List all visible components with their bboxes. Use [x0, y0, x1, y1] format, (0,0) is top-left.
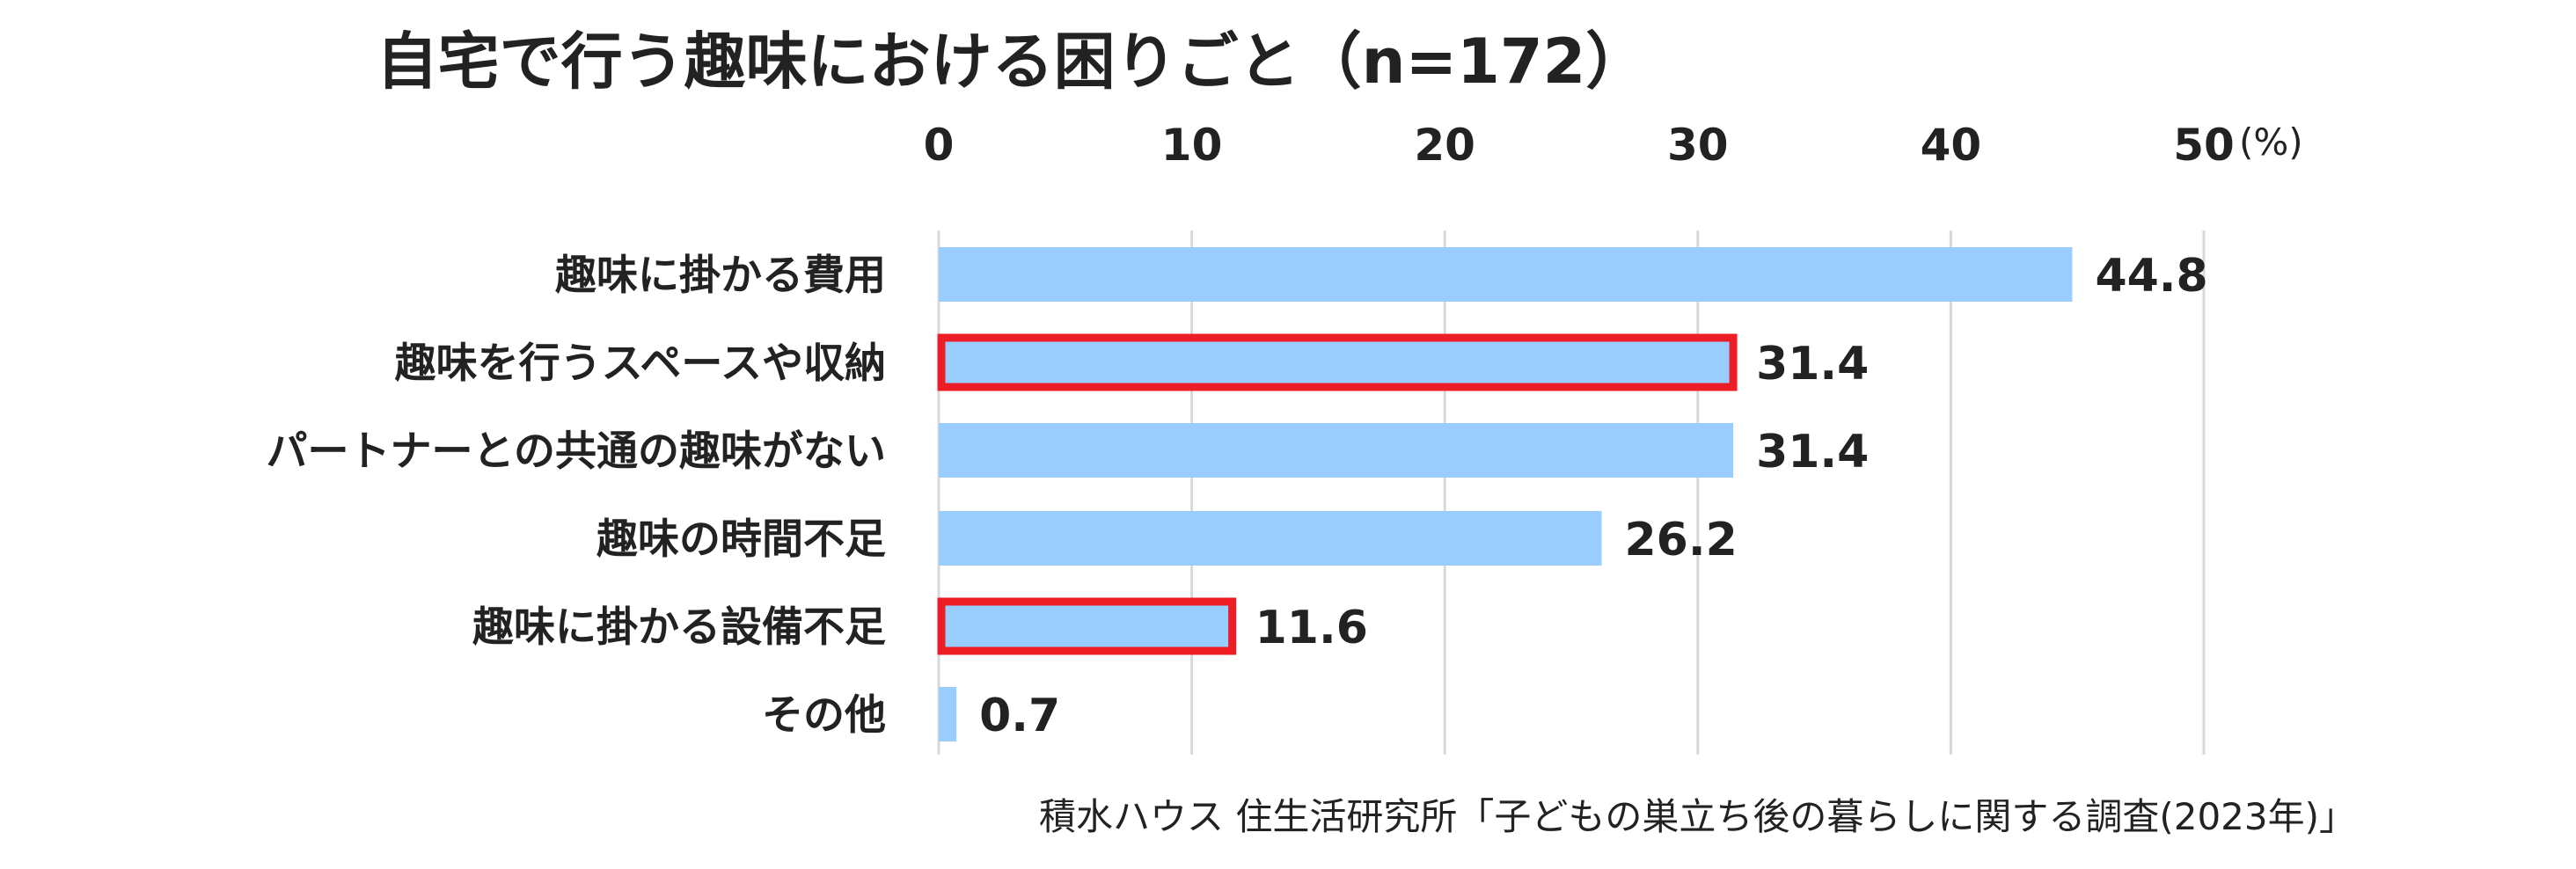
tick-label-20: 20 [1414, 120, 1475, 171]
category-label-1: 趣味を行うスペースや収納 [395, 340, 886, 388]
bar-2 [939, 423, 1734, 478]
bar-4 [937, 597, 1237, 655]
value-label-3: 26.2 [1625, 514, 1738, 566]
value-label-1: 31.4 [1756, 338, 1869, 391]
tick-label-0: 0 [924, 120, 955, 171]
category-label-4: 趣味に掛かる設備不足 [472, 603, 886, 652]
category-label-0: 趣味に掛かる費用 [555, 252, 886, 300]
value-label-2: 31.4 [1756, 426, 1869, 478]
tick-label-40: 40 [1921, 120, 1982, 171]
gridlines [937, 230, 2206, 755]
bars [937, 247, 2073, 741]
category-label-3: 趣味の時間不足 [596, 515, 886, 564]
value-label-4: 11.6 [1255, 602, 1368, 654]
category-label-2: パートナーとの共通の趣味がない [266, 427, 886, 476]
source-note: 積水ハウス 住生活研究所「子どもの巣立ち後の暮らしに関する調査(2023年)」 [1038, 795, 2356, 838]
value-label-5: 0.7 [979, 690, 1060, 742]
tick-label-30: 30 [1667, 120, 1729, 171]
bar-5 [939, 687, 957, 741]
value-label-0: 44.8 [2095, 250, 2207, 303]
bar-1 [937, 333, 1738, 391]
value-labels: 44.8 31.4 31.4 26.2 11.6 0.7 [979, 250, 2208, 742]
tick-label-10: 10 [1161, 120, 1223, 171]
bar-3 [939, 511, 1602, 566]
category-labels: 趣味に掛かる費用趣味を行うスペースや収納パートナーとの共通の趣味がない趣味の時間… [266, 252, 886, 740]
bar-0 [939, 247, 2073, 302]
chart-title: 自宅で行う趣味における困りごと（n=172） [376, 26, 1648, 98]
unit-label: (%) [2239, 120, 2303, 164]
category-label-5: その他 [762, 691, 886, 740]
x-axis-ticks: 0 10 20 30 40 50 (%) [924, 120, 2303, 171]
tick-label-50: 50 [2173, 120, 2235, 171]
